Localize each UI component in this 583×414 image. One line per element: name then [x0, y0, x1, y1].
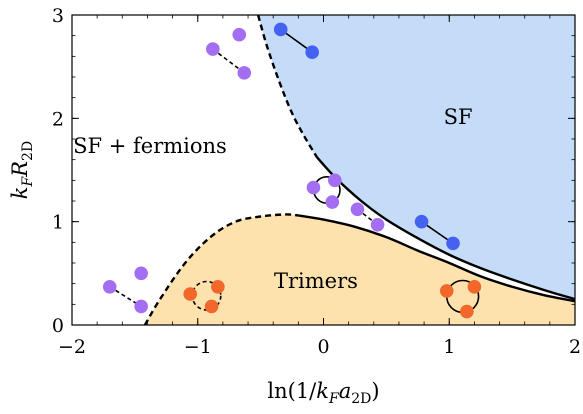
y-tick-label-0: 0	[52, 315, 64, 337]
trimer-boundary-dashed	[143, 213, 299, 325]
particle-purple-5-0	[350, 202, 365, 217]
sf-region	[258, 15, 575, 300]
axes: −2 −1 0 1 2 0 1 2 3	[52, 5, 581, 358]
trimer-particle-orange-2-1	[467, 279, 482, 294]
particle-purple-0-0	[206, 42, 220, 56]
trimer-particle-orange-2-0	[439, 284, 454, 298]
trimer-particle-purple-0-1	[328, 173, 342, 188]
region-label-1: SF + fermions	[73, 134, 227, 158]
y-tick-label-2: 2	[52, 108, 64, 130]
trimer-particle-orange-1-0	[183, 287, 198, 301]
axis-labels: ln(1/kFa2D) kFR2D	[8, 141, 380, 407]
plot-clip-group	[102, 15, 575, 325]
y-tick-label-1: 1	[52, 212, 64, 234]
trimer-boundary-solid	[298, 214, 575, 303]
particle-blue-6-0	[414, 214, 429, 229]
trimers-region	[144, 214, 575, 325]
particle-blue-2-0	[273, 22, 288, 37]
x-tick-label-0: −2	[58, 336, 86, 358]
x-tick-label-3: 1	[443, 336, 455, 358]
x-tick-label-4: 2	[569, 336, 581, 358]
x-tick-label-1: −1	[184, 336, 212, 358]
particle-purple-3-0	[102, 279, 117, 294]
trimer-particle-orange-1-1	[211, 279, 225, 294]
particle-purple-4-0	[134, 266, 148, 281]
sf-boundary-solid	[316, 156, 575, 301]
plot-area: SF SF + fermions Trimers	[73, 15, 575, 325]
particle-purple-0-1	[237, 66, 252, 80]
particle-purple-1-0	[232, 27, 247, 42]
trimer-particle-orange-2-2	[460, 304, 474, 319]
y-axis-label: kFR2D	[8, 141, 36, 199]
sf-boundary-dashed	[256, 15, 319, 159]
particle-blue-6-1	[446, 236, 460, 251]
region-label-2: Trimers	[274, 269, 358, 293]
x-axis-label: ln(1/kFa2D)	[267, 379, 379, 407]
trimer-particle-purple-0-0	[306, 180, 321, 195]
particle-purple-5-1	[370, 217, 385, 232]
trimer-particle-purple-0-2	[325, 195, 340, 209]
region-label-0: SF	[444, 105, 473, 129]
trimer-particle-orange-1-2	[204, 299, 219, 314]
particle-blue-2-1	[305, 45, 319, 59]
particle-purple-3-1	[134, 299, 148, 314]
x-tick-label-2: 0	[317, 336, 329, 358]
y-tick-label-3: 3	[52, 5, 64, 27]
